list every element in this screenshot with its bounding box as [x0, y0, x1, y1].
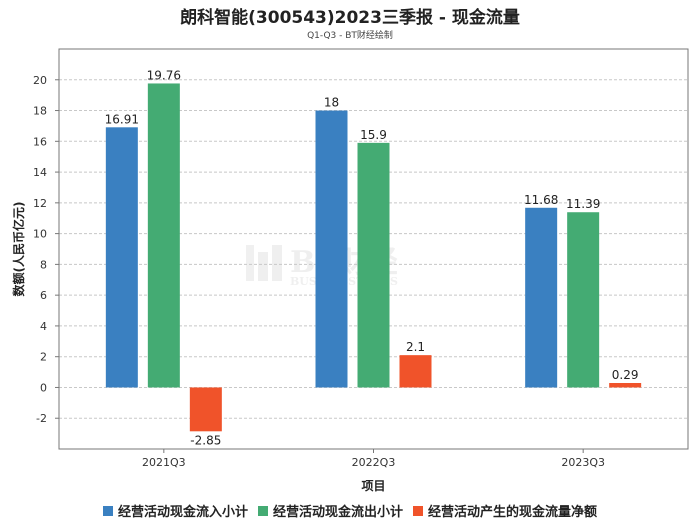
bar — [357, 142, 390, 388]
legend-label-inflow: 经营活动现金流入小计 — [117, 505, 248, 520]
bar — [147, 83, 180, 388]
data-label: -2.85 — [190, 433, 221, 447]
chart-subtitle: Q1-Q3 - BT财经绘制 — [307, 31, 393, 41]
data-label: 15.9 — [360, 128, 387, 142]
y-tick-label: 16 — [33, 135, 47, 148]
legend-item-net: 经营活动产生的现金流量净额 — [413, 501, 597, 520]
data-label: 11.39 — [566, 197, 600, 211]
y-tick-label: 12 — [33, 197, 47, 210]
x-tick-label: 2023Q3 — [561, 456, 605, 469]
y-tick-label: -2 — [36, 412, 47, 425]
data-label: 11.68 — [524, 193, 558, 207]
bar — [525, 207, 558, 388]
y-tick-label: 4 — [40, 320, 47, 333]
legend: 经营活动现金流入小计 经营活动现金流出小计 经营活动产生的现金流量净额 — [0, 501, 700, 520]
legend-item-inflow: 经营活动现金流入小计 — [102, 501, 248, 520]
legend-label-net: 经营活动产生的现金流量净额 — [428, 505, 598, 520]
bar — [105, 127, 138, 388]
bar — [399, 355, 432, 388]
data-label: 0.29 — [612, 368, 639, 382]
x-tick-label: 2021Q3 — [142, 456, 186, 469]
bar — [189, 387, 222, 432]
y-tick-label: 18 — [33, 105, 47, 118]
legend-swatch-outflow — [257, 505, 268, 516]
legend-swatch-net — [413, 505, 423, 516]
bars — [105, 83, 642, 432]
watermark-bar-2 — [258, 252, 268, 281]
data-label: 2.1 — [406, 340, 425, 354]
y-tick-label: 10 — [33, 228, 47, 241]
bar — [609, 383, 642, 388]
data-labels: 16.91 18 11.68 19.76 15.9 11.39 -2.85 2.1 0.29 — [105, 68, 639, 447]
y-tick-label: 2 — [40, 351, 47, 364]
x-tick-label: 2022Q3 — [352, 456, 396, 469]
y-tick-label: 14 — [33, 166, 47, 179]
data-label: 19.76 — [147, 68, 181, 82]
legend-swatch-inflow — [102, 505, 113, 516]
bar — [567, 212, 600, 388]
y-tick-label: 20 — [33, 74, 47, 87]
data-label: 16.91 — [105, 112, 139, 126]
watermark-bar-1 — [246, 245, 254, 281]
bar — [315, 110, 348, 388]
legend-item-outflow: 经营活动现金流出小计 — [257, 501, 403, 520]
y-tick-label: 0 — [40, 381, 47, 394]
y-tick-label: 8 — [40, 258, 47, 271]
watermark-bar-3 — [272, 245, 282, 281]
legend-label-outflow: 经营活动现金流出小计 — [272, 505, 403, 520]
x-axis-label: 项目 — [361, 479, 385, 493]
y-axis: -2 0 2 4 6 8 10 12 14 16 18 20 — [33, 74, 59, 425]
x-axis: 2021Q3 2022Q3 2023Q3 — [142, 449, 605, 469]
data-label: 18 — [324, 96, 339, 110]
chart-title: 朗科智能(300543)2023三季报 - 现金流量 — [180, 8, 520, 28]
y-axis-label: 数额(人民币亿元) — [11, 202, 26, 297]
y-tick-label: 6 — [40, 289, 47, 302]
